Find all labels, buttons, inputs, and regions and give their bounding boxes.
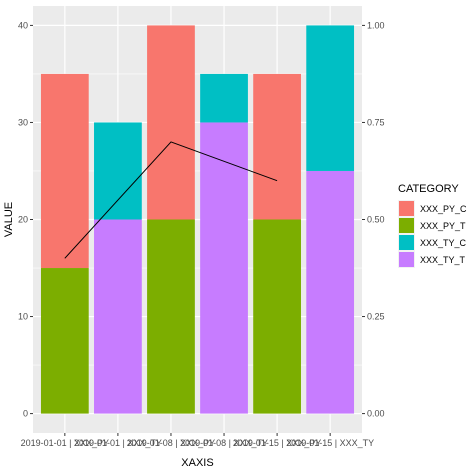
ratio-line <box>64 141 278 259</box>
x-tick-label: 2019-01-01 | XXX_TY <box>74 438 162 448</box>
x-tick-label: 2019-01-15 | XXX_TY <box>286 438 374 448</box>
bar-xxx-py-t <box>40 268 89 414</box>
bars <box>40 25 355 414</box>
y2-tick-label: 1.00 <box>367 20 385 30</box>
legend-swatch <box>399 235 414 250</box>
bar-xxx-ty-t <box>94 219 142 414</box>
ratio-line-layer <box>64 141 278 259</box>
x-tick-label: 2019-01-08 | XXX_PY <box>127 438 215 448</box>
bar-xxx-ty-c <box>306 25 355 171</box>
legend-label: XXX_TY_C <box>420 238 467 248</box>
y-tick-label: 0 <box>23 409 28 419</box>
x-tick-label: 2019-01-15 | XXX_PY <box>233 438 321 448</box>
y-tick-label: 30 <box>18 117 28 127</box>
y2-tick-label: 0.00 <box>367 409 385 419</box>
bar-xxx-ty-c <box>200 73 248 123</box>
x-tick-label: 2019-01-01 | XXX_PY <box>21 438 109 448</box>
legend-label: XXX_PY_T <box>420 221 466 231</box>
bar-xxx-py-c <box>40 73 89 269</box>
y2-tick-label: 0.50 <box>367 215 385 225</box>
legend-label: XXX_PY_C <box>420 204 467 214</box>
legend: CATEGORY XXX_PY_C XXX_PY_T XXX_TY_C XXX_TY_… <box>398 183 467 268</box>
legend-label: XXX_TY_T <box>420 255 466 265</box>
legend-swatch <box>399 218 414 233</box>
bar-xxx-ty-c <box>94 122 142 220</box>
bar-xxx-py-t <box>147 219 195 414</box>
legend-swatch <box>399 201 414 216</box>
bar-xxx-py-t <box>253 219 301 414</box>
x-tick-label: 2019-01-08 | XXX_TY <box>180 438 268 448</box>
x-axis-title: XAXIS <box>181 457 213 469</box>
bar-xxx-py-c <box>147 25 195 220</box>
y-axis-title: VALUE <box>3 202 15 237</box>
bar-xxx-ty-t <box>200 122 248 414</box>
legend-title: CATEGORY <box>398 183 459 195</box>
y-tick-label: 20 <box>18 215 28 225</box>
axes: 0 10 20 30 40 0.00 0.25 0.50 0.75 1.00 2019-01-01 … <box>18 20 385 448</box>
y-tick-label: 10 <box>18 312 28 322</box>
y-tick-label: 40 <box>18 20 28 30</box>
bar-xxx-ty-t <box>306 170 355 414</box>
bar-xxx-py-c <box>253 73 301 220</box>
y2-tick-label: 0.75 <box>367 117 385 127</box>
legend-swatch <box>399 252 414 267</box>
y2-tick-label: 0.25 <box>367 312 385 322</box>
